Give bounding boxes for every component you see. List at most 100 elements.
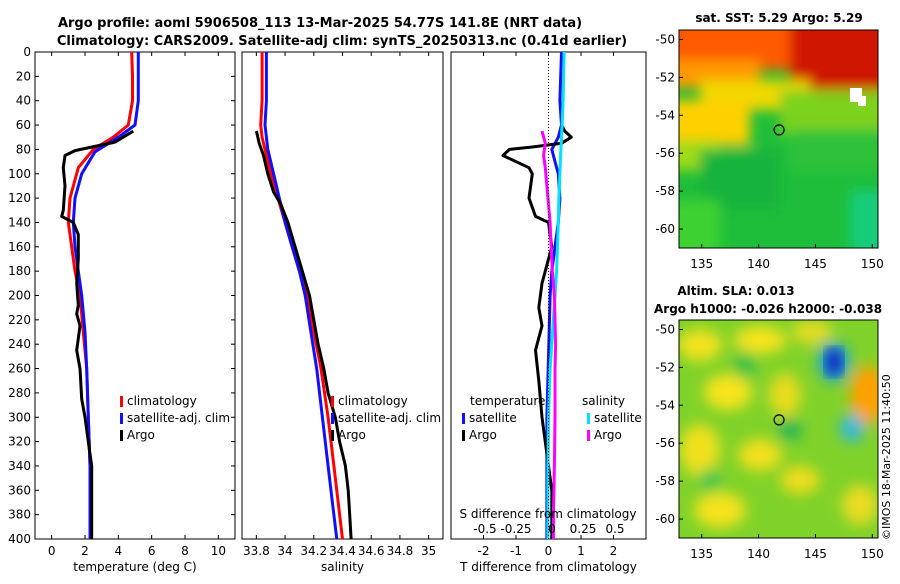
series-satellite-adj-clim xyxy=(71,52,140,539)
y-tick-label: 380 xyxy=(8,508,31,522)
top-axis-label: S difference from climatology xyxy=(460,507,637,521)
x-axis-label: salinity xyxy=(321,560,364,574)
legend-swatch xyxy=(587,413,590,424)
map-y-tick-label: -56 xyxy=(655,146,675,160)
x-tick-label: 0 xyxy=(545,544,553,558)
s-tick-label: -0.25 xyxy=(500,522,531,536)
s-tick-label: 0.5 xyxy=(605,522,624,536)
y-tick-label: 180 xyxy=(8,264,31,278)
x-tick-label: 35 xyxy=(421,544,436,558)
title-line-2: Climatology: CARS2009. Satellite-adj cli… xyxy=(57,34,627,49)
x-tick-label: -2 xyxy=(478,544,490,558)
y-tick-label: 300 xyxy=(8,410,31,424)
map-y-tick-label: -60 xyxy=(655,222,675,236)
map-y-tick-label: -58 xyxy=(655,184,675,198)
argo-location-marker xyxy=(773,124,785,136)
legend-swatch xyxy=(331,396,334,407)
s-tick-label: 0.25 xyxy=(570,522,597,536)
y-tick-label: 220 xyxy=(8,313,31,327)
map-y-tick-label: -56 xyxy=(655,436,675,450)
y-tick-label: 100 xyxy=(8,167,31,181)
legend-swatch xyxy=(462,413,465,424)
map-x-tick-label: 140 xyxy=(747,547,770,561)
x-tick-label: 10 xyxy=(211,544,226,558)
title-line-1: Argo profile: aoml 5906508_113 13-Mar-20… xyxy=(58,16,582,31)
legend-swatch xyxy=(120,413,123,424)
legend-label: satellite xyxy=(469,411,517,425)
sla-map-frame xyxy=(678,319,879,539)
map-x-tick-label: 135 xyxy=(690,547,713,561)
legend-label: Argo xyxy=(338,428,366,442)
temperature-axes xyxy=(34,51,236,540)
y-tick-label: 240 xyxy=(8,337,31,351)
sst-map-panel: sat. SST: 5.29 Argo: 5.29 135 140 145 150 -5… xyxy=(655,11,883,271)
legend-title-temperature: temperature xyxy=(470,394,545,408)
y-tick-label: 340 xyxy=(8,459,31,473)
y-tick-label: 320 xyxy=(8,435,31,449)
y-tick-label: 260 xyxy=(8,362,31,376)
legend-label: satellite xyxy=(594,411,642,425)
legend-label: Argo xyxy=(469,428,497,442)
legend-label: Argo xyxy=(594,428,622,442)
x-tick-label: 2 xyxy=(610,544,618,558)
x-axis-label: T difference from climatology xyxy=(459,560,637,574)
salinity-panel: 33.8 34 34.2 34.4 34.6 34.8 35 salinity climatol… xyxy=(241,51,444,574)
x-tick-label: 1 xyxy=(577,544,585,558)
sla-map-panel: Altim. SLA: 0.013 Argo h1000: -0.026 h20… xyxy=(654,284,884,561)
y-tick-label: 40 xyxy=(16,94,31,108)
x-tick-label: 6 xyxy=(148,544,156,558)
legend-label: satellite-adj. clim xyxy=(127,411,230,425)
x-tick-label: 34.2 xyxy=(300,544,327,558)
s-tick-label: 0 xyxy=(548,522,556,536)
map-y-tick-label: -58 xyxy=(655,474,675,488)
series-argo xyxy=(254,130,353,540)
x-tick-label: -1 xyxy=(510,544,522,558)
legend-swatch xyxy=(331,430,334,441)
legend-title-salinity: salinity xyxy=(582,394,625,408)
difference-panel: -2 -1 0 1 2 T difference from climatology S di… xyxy=(450,51,647,574)
map-y-tick-label: -60 xyxy=(655,512,675,526)
map-y-tick-label: -52 xyxy=(655,360,675,374)
map-y-tick-label: -50 xyxy=(655,32,675,46)
y-tick-label: 280 xyxy=(8,386,31,400)
map-x-tick-label: 145 xyxy=(804,257,827,271)
imos-watermark: ©IMOS 18-Mar-2025 11:40:50 xyxy=(880,374,893,540)
legend-swatch xyxy=(587,430,590,441)
sla-map-subtitle: Argo h1000: -0.026 h2000: -0.038 xyxy=(654,302,882,316)
x-tick-label: 8 xyxy=(181,544,189,558)
x-tick-label: 0 xyxy=(48,544,56,558)
legend-swatch xyxy=(120,430,123,441)
y-tick-label: 360 xyxy=(8,483,31,497)
legend-label: satellite-adj. clim xyxy=(338,411,441,425)
y-tick-label: 400 xyxy=(8,532,31,546)
map-x-tick-label: 135 xyxy=(690,257,713,271)
legend-swatch xyxy=(120,396,123,407)
map-x-tick-label: 140 xyxy=(747,257,770,271)
y-tick-label: 140 xyxy=(8,215,31,229)
x-tick-label: 34.8 xyxy=(387,544,414,558)
series-satellite-adj-clim xyxy=(263,52,339,540)
x-tick-label: 34.4 xyxy=(329,544,356,558)
legend-label: climatology xyxy=(338,394,408,408)
y-tick-label: 80 xyxy=(16,142,31,156)
legend-label: climatology xyxy=(127,394,197,408)
x-tick-label: 33.8 xyxy=(243,544,270,558)
map-y-tick-label: -54 xyxy=(655,108,675,122)
y-tick-label: 20 xyxy=(16,69,31,83)
y-tick-label: 0 xyxy=(23,45,31,59)
map-x-tick-label: 145 xyxy=(804,547,827,561)
temperature-panel: 0204060801001201401601802002202402602803… xyxy=(8,45,236,574)
sst-map-title: sat. SST: 5.29 Argo: 5.29 xyxy=(695,11,862,25)
series-argo xyxy=(60,129,135,539)
x-tick-label: 34 xyxy=(277,544,292,558)
s-tick-label: -0.5 xyxy=(473,522,496,536)
sst-map-frame xyxy=(678,29,879,249)
salinity-axes xyxy=(241,51,444,540)
y-tick-label: 60 xyxy=(16,118,31,132)
x-tick-label: 2 xyxy=(81,544,89,558)
x-tick-label: 4 xyxy=(115,544,123,558)
y-tick-label: 200 xyxy=(8,289,31,303)
y-tick-label: 160 xyxy=(8,240,31,254)
series-salinity-argo xyxy=(540,130,558,539)
